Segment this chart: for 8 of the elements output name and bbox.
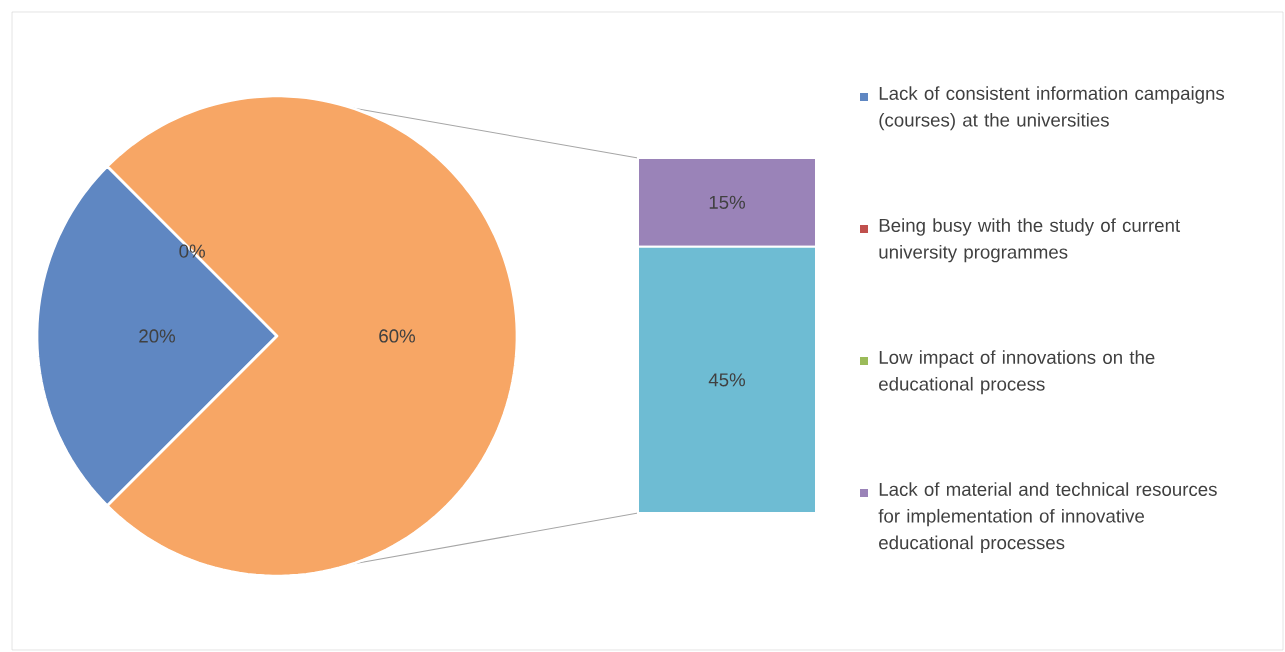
legend-label: Lack of material and technical resources for implementation of innovative educational processes bbox=[878, 482, 1217, 553]
data-label: 20% bbox=[139, 329, 176, 343]
data-label: 60% bbox=[379, 329, 416, 343]
legend-label: Being busy with the study of current university programmes bbox=[879, 218, 1181, 263]
data-label: 45% bbox=[708, 373, 746, 387]
legend-label: Low impact of innovations on the educational process bbox=[879, 350, 1155, 395]
legend-label: Lack of consistent information campaigns (courses) at the universities bbox=[879, 86, 1225, 131]
data-label: 15% bbox=[709, 195, 746, 209]
